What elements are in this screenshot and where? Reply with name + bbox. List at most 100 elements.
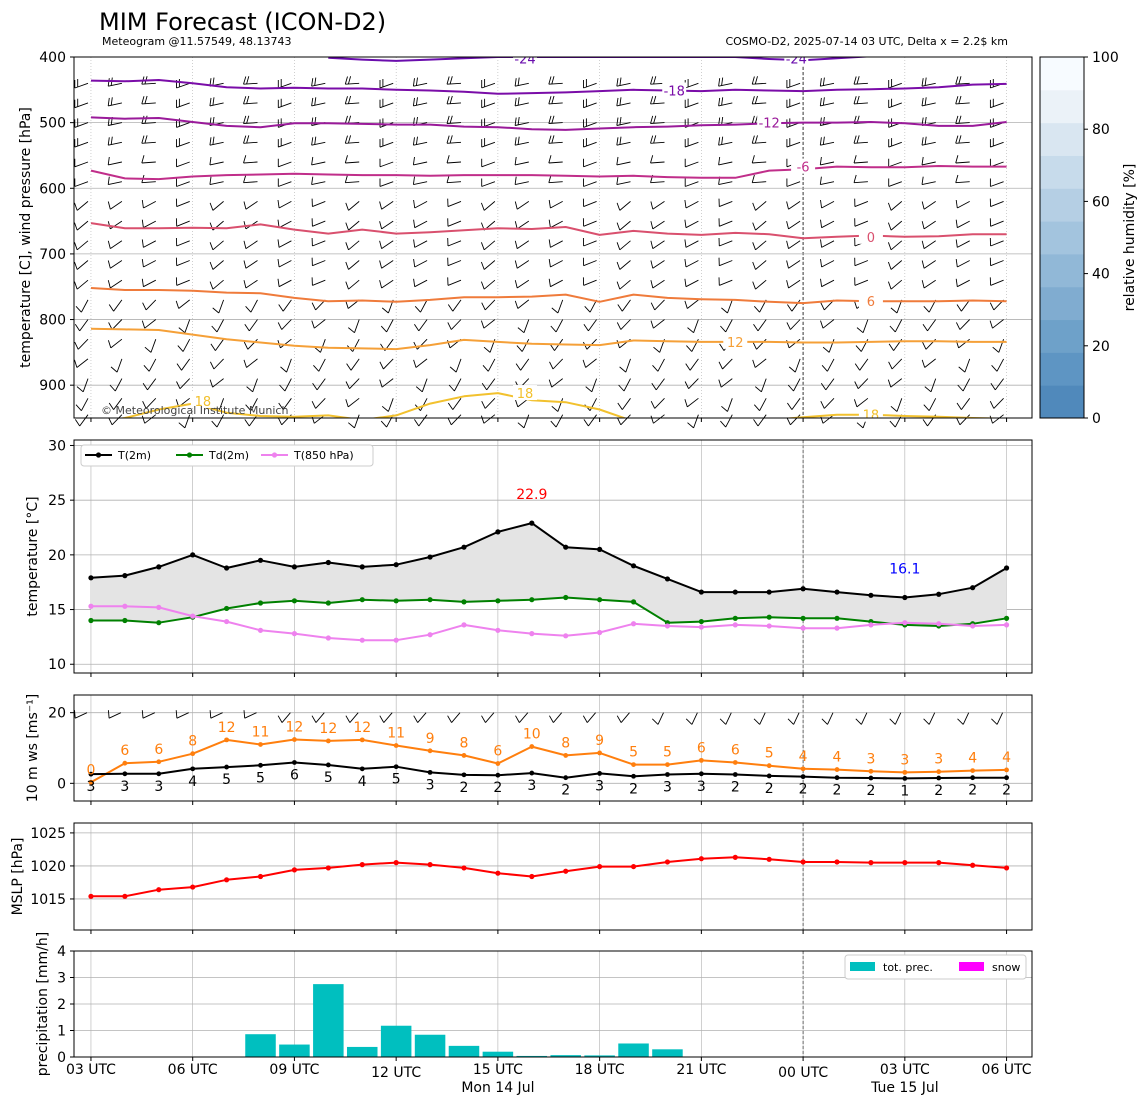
wind-barb <box>955 95 970 105</box>
series-line <box>91 605 1007 642</box>
mean-value-label: 5 <box>324 770 333 786</box>
wind-barb <box>141 239 157 248</box>
series-point <box>122 760 128 766</box>
wind-barb <box>379 138 394 148</box>
wind-barb <box>755 378 767 393</box>
wind-barb <box>515 712 529 723</box>
wind-barb <box>517 414 530 429</box>
wind-barb <box>955 239 970 248</box>
isotherm-label-bg <box>190 392 215 408</box>
wind-barb <box>344 135 360 144</box>
wind-barb <box>650 279 665 289</box>
wind-barb <box>177 338 191 352</box>
series-point <box>834 615 840 621</box>
gust-value-label: 5 <box>663 745 672 761</box>
wind-barb <box>176 358 191 371</box>
series-point <box>698 757 704 763</box>
wind-barb <box>141 710 155 719</box>
wind-barb <box>955 199 970 209</box>
wind-barb <box>447 712 461 723</box>
wind-barb <box>447 198 462 208</box>
wind-barb <box>107 240 123 249</box>
series-point <box>427 554 433 560</box>
series-point <box>156 771 162 777</box>
wind-barb <box>991 358 1004 372</box>
wind-barb <box>822 339 835 353</box>
wind-barb <box>344 95 360 105</box>
series-point <box>359 862 365 868</box>
wind-barb <box>74 240 89 251</box>
wind-barb <box>551 299 564 314</box>
wind-barb <box>752 358 767 368</box>
wind-barb <box>888 98 902 109</box>
wind-barb <box>990 378 1004 391</box>
wind-barb <box>379 279 394 289</box>
wind-barb <box>889 712 902 725</box>
series-point <box>88 771 94 777</box>
wind-barb <box>854 358 869 371</box>
y-tick-label: 20 <box>48 548 66 564</box>
wind-barb <box>480 240 496 251</box>
series-point <box>698 624 704 630</box>
wind-barb <box>687 319 699 334</box>
min-temperature-label: 16.1 <box>889 562 920 578</box>
wind-barb <box>989 178 1004 187</box>
series-point <box>664 623 671 629</box>
series-point <box>1003 615 1010 621</box>
time-tick-label: 15 UTC <box>473 1062 523 1078</box>
wind-barb <box>346 358 360 371</box>
wind-barb <box>107 710 122 719</box>
isotherm-label-bg <box>791 158 816 174</box>
wind-barb <box>345 279 360 290</box>
wind-barb <box>412 156 428 166</box>
wind-barb <box>583 158 597 168</box>
wind-barb <box>921 220 936 230</box>
wind-barb <box>752 220 767 231</box>
isotherm-label: 18 <box>863 409 880 424</box>
series-point <box>292 760 297 765</box>
wind-barb <box>684 98 699 109</box>
plot-border <box>73 694 1033 802</box>
legend-marker <box>186 452 193 458</box>
wind-barb <box>413 278 428 288</box>
wind-barb <box>921 77 936 87</box>
y-tick-label: 3 <box>57 971 66 987</box>
wind-barb <box>820 219 835 229</box>
wind-barb <box>921 136 936 146</box>
wind-barb <box>141 259 157 268</box>
wind-barb <box>243 95 258 105</box>
wind-barb <box>481 178 496 187</box>
isotherm-label: -24 <box>786 52 807 67</box>
series-point <box>597 863 603 870</box>
gust-value-label: 12 <box>319 721 337 737</box>
wind-barb <box>142 378 157 391</box>
wind-barb <box>819 77 835 87</box>
wind-barb <box>752 260 767 270</box>
series-point <box>224 618 230 625</box>
wind-barb <box>243 279 258 289</box>
wind-barb <box>74 358 89 368</box>
wind-barb <box>175 198 190 208</box>
series-point <box>427 862 433 868</box>
time-tick-label: 18 UTC <box>575 1062 625 1078</box>
wind-barb <box>888 138 902 148</box>
wind-barb <box>718 97 733 107</box>
series-point <box>190 751 196 757</box>
series-point <box>291 867 298 873</box>
wind-barb <box>448 378 462 392</box>
series-point <box>563 775 569 781</box>
wind-barb <box>921 279 936 289</box>
series-point <box>732 622 738 628</box>
wind-barb <box>74 79 89 89</box>
series-point <box>393 637 399 643</box>
mean-value-label: 5 <box>256 770 265 786</box>
mean-value-label: 2 <box>561 783 570 799</box>
series-point <box>325 559 331 566</box>
wind-barb <box>921 201 936 210</box>
series-point <box>529 873 535 880</box>
wind-barb <box>616 260 631 270</box>
wind-barb <box>687 414 699 429</box>
series-point <box>461 865 467 871</box>
wind-barb <box>413 338 428 350</box>
wind-barb <box>245 398 258 411</box>
